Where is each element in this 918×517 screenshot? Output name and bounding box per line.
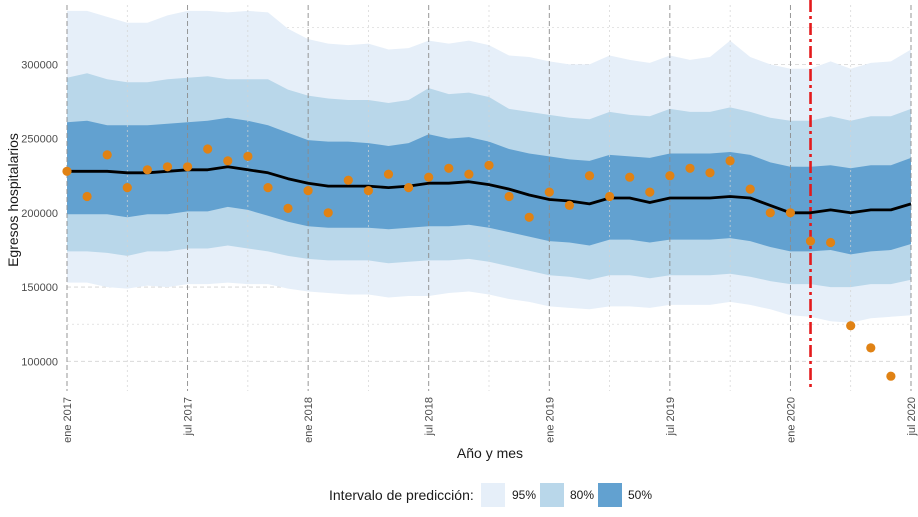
y-axis-title: Egresos hospitalarios — [5, 133, 21, 267]
observed-point — [685, 163, 695, 173]
x-tick-label: ene 2019 — [544, 397, 556, 443]
observed-point — [866, 343, 876, 353]
observed-point — [645, 187, 655, 197]
x-tick-label: ene 2020 — [785, 397, 797, 443]
observed-point — [323, 208, 333, 218]
observed-point — [625, 172, 635, 182]
observed-point — [363, 186, 373, 196]
x-axis-ticks: ene 2017 jul 2017 ene 2018 jul 2018 ene 2019… — [62, 397, 918, 443]
observed-point — [283, 203, 293, 213]
observed-point — [564, 200, 575, 210]
y-tick-label: 100000 — [21, 356, 58, 368]
fitted-line — [67, 165, 912, 215]
observed-point — [383, 169, 394, 179]
x-tick-label: jul 2020 — [906, 397, 918, 437]
observed-point — [343, 175, 353, 185]
legend-swatch-80 — [540, 483, 564, 507]
observed-point — [484, 160, 494, 170]
legend-label-50: 50% — [628, 488, 652, 502]
legend-swatch-50 — [598, 483, 622, 507]
legend-label-80: 80% — [570, 488, 594, 502]
y-tick-label: 250000 — [21, 134, 58, 146]
observed-point — [805, 236, 816, 246]
observed-point — [605, 191, 615, 202]
observed-point — [404, 183, 414, 193]
x-tick-label: jul 2017 — [183, 397, 195, 437]
y-axis-ticks: 100000 150000 200000 250000 300000 — [21, 59, 58, 368]
observed-point — [665, 171, 675, 181]
observed-point — [142, 165, 152, 175]
observed-point — [765, 208, 775, 218]
y-tick-label: 300000 — [21, 59, 58, 71]
x-tick-label: jul 2019 — [665, 397, 677, 437]
observed-point — [303, 186, 313, 196]
legend-title: Intervalo de predicción: — [329, 487, 474, 503]
observed-point — [243, 151, 253, 161]
observed-point — [846, 321, 856, 331]
legend-swatch-95 — [481, 483, 505, 507]
observed-point — [826, 237, 836, 248]
observed-points — [62, 144, 896, 381]
observed-point — [424, 172, 434, 182]
legend-label-95: 95% — [512, 488, 536, 502]
observed-point — [82, 191, 92, 202]
x-gridlines — [66, 0, 912, 391]
observed-point — [223, 156, 233, 166]
observed-point — [785, 208, 796, 218]
observed-point — [584, 171, 595, 181]
fitted-line-group — [67, 165, 912, 215]
observed-point — [745, 184, 755, 194]
observed-point — [524, 212, 534, 222]
observed-point — [464, 169, 474, 179]
observed-point — [122, 183, 132, 193]
observed-point — [102, 150, 112, 160]
observed-point — [886, 371, 896, 381]
y-tick-label: 200000 — [21, 208, 58, 220]
observed-point — [183, 162, 193, 172]
observed-point — [544, 187, 554, 197]
x-tick-label: ene 2018 — [303, 397, 315, 443]
observed-point — [162, 162, 173, 172]
observed-point — [62, 166, 72, 176]
legend: Intervalo de predicción: 95% 80% 50% — [329, 483, 652, 507]
x-tick-label: jul 2018 — [424, 397, 436, 437]
x-tick-label: ene 2017 — [62, 397, 74, 443]
y-tick-label: 150000 — [21, 282, 58, 294]
observed-point — [705, 168, 715, 178]
observed-point — [263, 183, 273, 193]
observed-point — [725, 156, 735, 166]
observed-point — [504, 191, 514, 202]
observed-point — [444, 163, 454, 173]
observed-point — [203, 144, 213, 154]
x-axis-title: Año y mes — [457, 445, 523, 461]
